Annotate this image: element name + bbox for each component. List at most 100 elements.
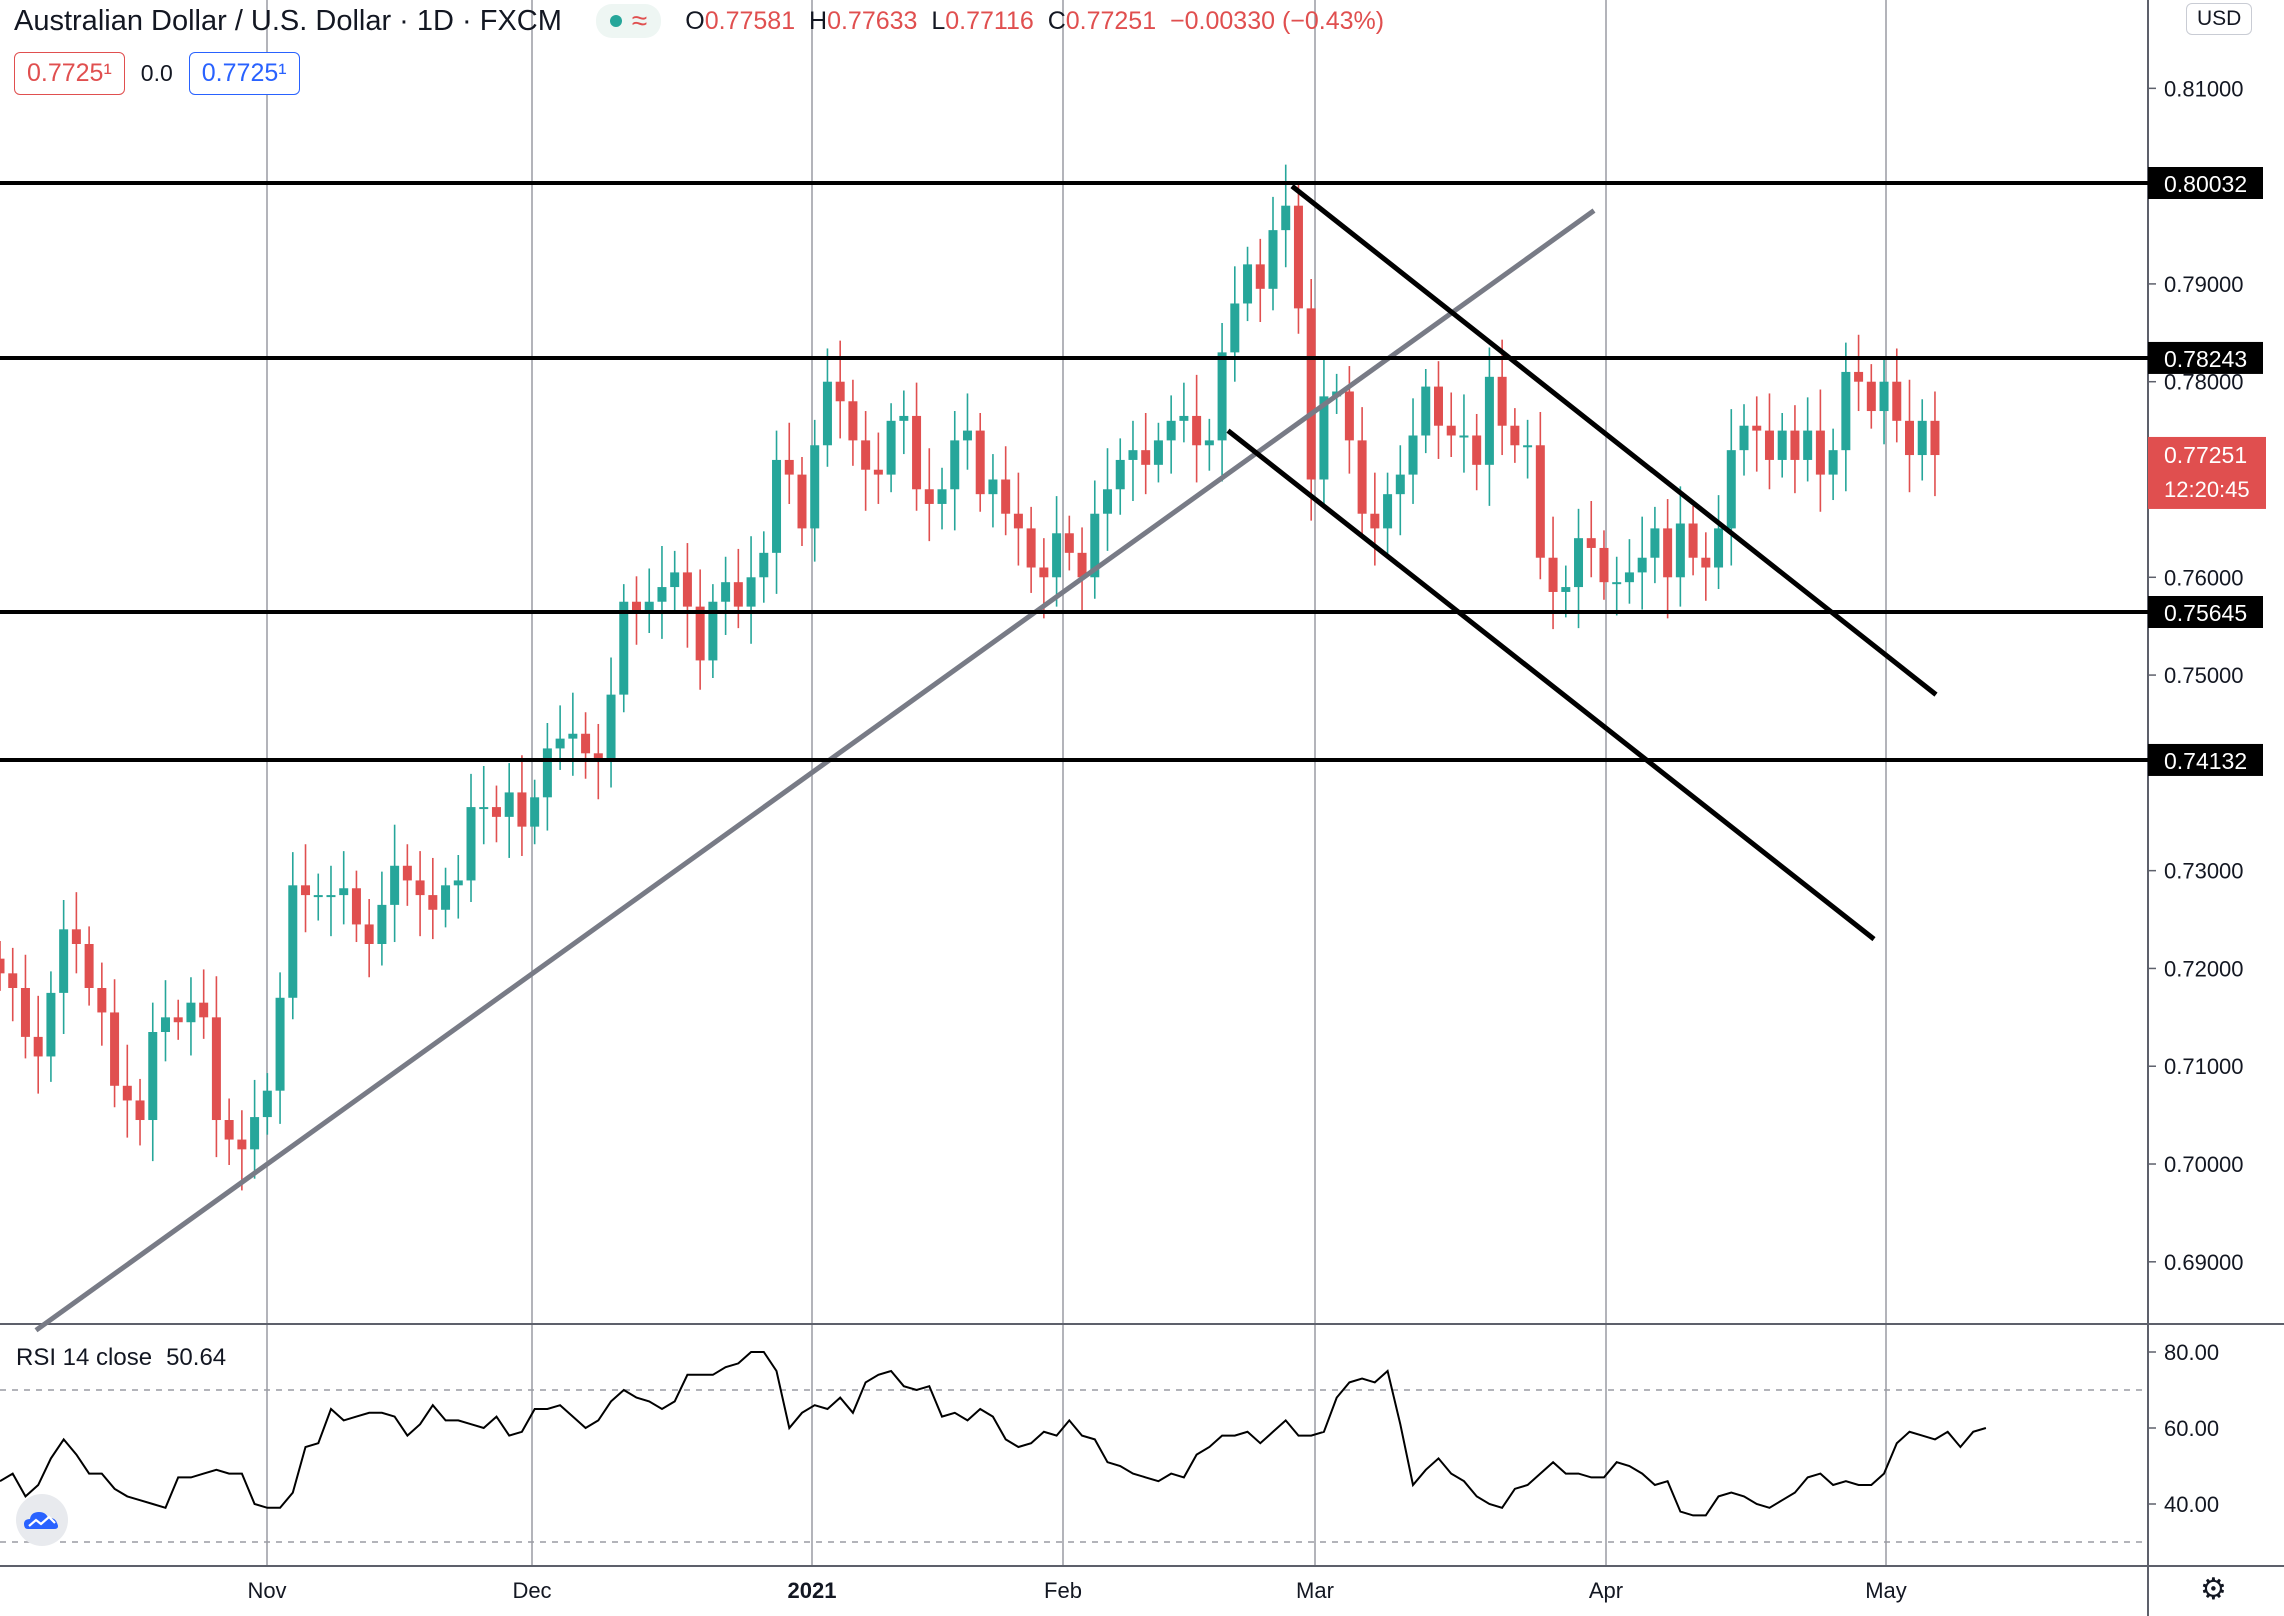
candle-body-69 xyxy=(873,469,883,475)
candle-body-112 xyxy=(1421,386,1431,436)
sell-button[interactable]: 0.7725¹ xyxy=(14,52,125,95)
candle-body-117 xyxy=(1484,376,1494,465)
candle-body-51 xyxy=(644,601,654,612)
status-pill[interactable]: ≈ xyxy=(595,4,662,38)
candle-body-121 xyxy=(1535,445,1545,558)
x-tick-label-0: Nov xyxy=(247,1578,286,1603)
candle-body-60 xyxy=(759,552,769,578)
candle-body-34 xyxy=(428,895,438,910)
gear-icon[interactable]: ⚙ xyxy=(2200,1573,2227,1606)
candle-body-120 xyxy=(1523,445,1533,448)
y-tick-label-3: 0.76000 xyxy=(2164,565,2244,590)
candle-body-80 xyxy=(1013,513,1023,529)
rsi-line xyxy=(0,1351,1987,1517)
candle-body-4 xyxy=(46,992,56,1057)
rsi-legend: RSI 14 close 50.64 xyxy=(16,1344,226,1372)
candle-body-28 xyxy=(351,888,361,925)
candle-body-39 xyxy=(491,807,501,817)
candle-body-81 xyxy=(1026,528,1036,568)
candle-body-11 xyxy=(135,1100,145,1121)
level-label-bg-2 xyxy=(2148,596,2263,628)
y-tick-label-4: 0.75000 xyxy=(2164,663,2244,688)
rsi-tick-label-2: 40.00 xyxy=(2164,1492,2219,1517)
candle-body-25 xyxy=(313,895,323,898)
candle-body-82 xyxy=(1039,567,1049,578)
candle-body-21 xyxy=(262,1090,272,1118)
candle-body-62 xyxy=(784,459,794,475)
candle-body-73 xyxy=(924,489,934,504)
market-status-icon xyxy=(609,15,622,27)
x-tick-label-2: 2021 xyxy=(788,1578,837,1603)
level-label-bg-0 xyxy=(2148,167,2263,199)
candle-body-41 xyxy=(517,792,527,827)
candle-body-100 xyxy=(1268,230,1278,289)
candle-body-15 xyxy=(186,1002,196,1023)
candle-body-113 xyxy=(1433,386,1443,426)
candle-body-70 xyxy=(886,420,896,475)
rsi-title[interactable]: RSI 14 close xyxy=(16,1344,153,1371)
candle-body-124 xyxy=(1574,538,1584,588)
candle-body-23 xyxy=(288,885,298,998)
horizontal-levels[interactable]: 0.80032 0.78243 0.75645 0.74132 xyxy=(0,167,2263,776)
candle-body-36 xyxy=(453,880,463,886)
candle-body-111 xyxy=(1408,435,1418,475)
candle-body-139 xyxy=(1764,430,1774,460)
candle-body-67 xyxy=(848,401,858,441)
candle-body-50 xyxy=(632,601,641,612)
rsi-value: 50.64 xyxy=(166,1344,227,1371)
last-price-label: 0.77251 xyxy=(2164,442,2247,468)
x-tick-label-4: Mar xyxy=(1296,1578,1334,1603)
x-tick-label-1: Dec xyxy=(512,1578,551,1603)
candle-body-89 xyxy=(1128,450,1138,460)
open-value: 0.77581 xyxy=(704,6,796,35)
candle-body-37 xyxy=(466,807,476,881)
spread-value: 0.0 xyxy=(140,60,173,86)
rsi-tick-label-1: 60.00 xyxy=(2164,1416,2219,1441)
y-tick-label-1: 0.79000 xyxy=(2164,272,2244,297)
candle-body-40 xyxy=(504,792,514,817)
candle-body-147 xyxy=(1866,381,1876,412)
candle-body-144 xyxy=(1828,450,1838,475)
candle-body-108 xyxy=(1370,513,1380,529)
candle-body-20 xyxy=(250,1117,260,1150)
candle-body-8 xyxy=(97,987,107,1013)
currency-button[interactable]: USD xyxy=(2186,3,2253,35)
candle-body-109 xyxy=(1383,494,1393,529)
candle-body-63 xyxy=(797,474,807,529)
candle-body-64 xyxy=(810,445,820,529)
candle-body-78 xyxy=(988,479,998,495)
drawn-lines[interactable] xyxy=(34,184,1938,1333)
candle-body-104 xyxy=(1319,396,1329,480)
candle-body-42 xyxy=(530,797,540,827)
candle-body-5 xyxy=(59,929,69,993)
y-tick-label-2: 0.78000 xyxy=(2164,370,2244,395)
change-value: −0.00330 (−0.43%) xyxy=(1170,6,1385,35)
candle-body-118 xyxy=(1497,376,1507,426)
buy-button[interactable]: 0.7725¹ xyxy=(188,52,300,95)
candle-body-6 xyxy=(71,929,81,944)
level-label-bg-3 xyxy=(2148,743,2263,776)
candle-body-150 xyxy=(1905,420,1914,456)
candle-body-91 xyxy=(1153,440,1163,465)
x-tick-label-5: Apr xyxy=(1589,1578,1623,1603)
candle-body-59 xyxy=(746,577,756,607)
candlestick-series xyxy=(0,164,1940,1191)
candle-body-115 xyxy=(1459,435,1469,438)
candle-body-140 xyxy=(1777,430,1787,460)
candle-body-16 xyxy=(199,1002,209,1018)
candle-body-129 xyxy=(1637,557,1647,573)
candle-body-24 xyxy=(301,885,311,896)
candle-body-102 xyxy=(1293,205,1303,309)
chart-header: Australian Dollar / U.S. Dollar · 1D · F… xyxy=(14,4,1384,38)
candle-body-149 xyxy=(1892,381,1902,421)
candle-body-88 xyxy=(1115,459,1125,490)
channel-upper-line xyxy=(1290,184,1938,697)
x-tick-label-3: Feb xyxy=(1044,1578,1082,1603)
candle-body-32 xyxy=(402,865,412,881)
candle-body-12 xyxy=(148,1032,158,1121)
tradingview-cloud-icon[interactable] xyxy=(16,1494,68,1546)
candle-body-116 xyxy=(1472,435,1482,465)
symbol-title[interactable]: Australian Dollar / U.S. Dollar · 1D · F… xyxy=(14,4,562,37)
